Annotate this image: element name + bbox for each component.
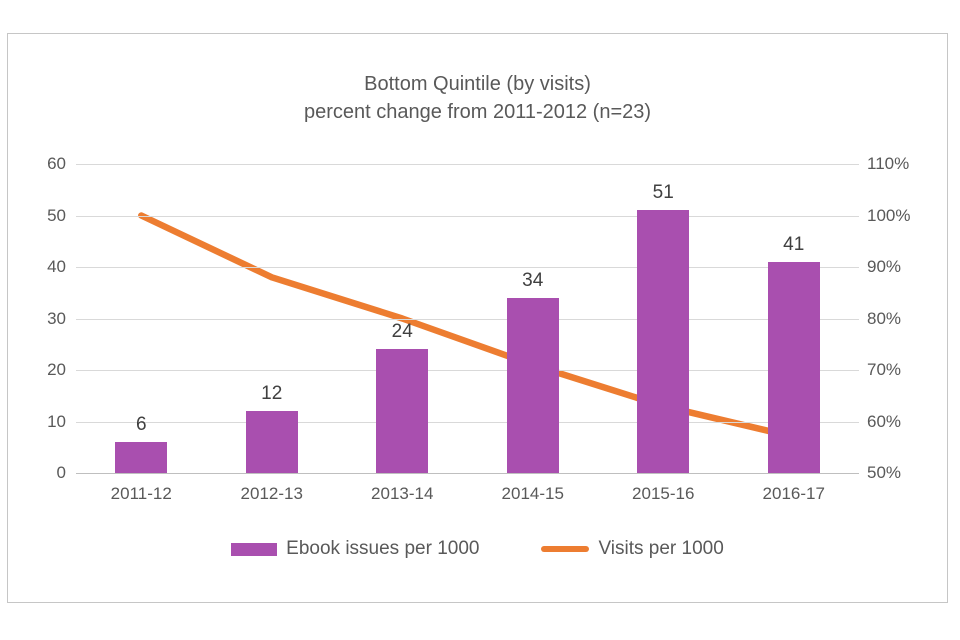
y-axis-right-tick: 80% — [867, 308, 902, 328]
x-axis-label-2014-15: 2014-15 — [501, 484, 564, 503]
x-axis-label-2016-17: 2016-17 — [762, 484, 825, 503]
y-axis-right-tick: 60% — [867, 411, 902, 431]
y-axis-left-tick: 10 — [47, 411, 66, 431]
chart-title-line1: Bottom Quintile (by visits) — [364, 73, 591, 95]
gridline — [76, 318, 859, 320]
y-axis-right-tick: 50% — [867, 463, 902, 482]
bar-data-label: 51 — [652, 182, 674, 204]
y-axis-right-tick: 100% — [867, 205, 911, 225]
bar-data-label: 12 — [261, 383, 283, 405]
bar-2013-14 — [376, 349, 429, 473]
y-axis-right-tick: 110% — [867, 154, 910, 173]
chart-frame: Bottom Quintile (by visits) percent chan… — [7, 33, 948, 603]
bar-2014-15 — [506, 297, 559, 473]
bar-data-label: 24 — [391, 321, 413, 343]
plot-area: 6 12 24 34 51 41 — [76, 164, 859, 474]
chart-title: Bottom Quintile (by visits) percent chan… — [8, 70, 947, 126]
gridline — [76, 267, 859, 268]
y-axis-left-tick: 50 — [47, 205, 66, 225]
x-axis-line — [76, 473, 859, 474]
bar-swatch-icon — [231, 542, 278, 556]
y-axis-left: 0 10 20 30 40 50 60 — [16, 154, 66, 482]
x-axis-label-2013-14: 2013-14 — [371, 484, 434, 503]
gridline — [76, 370, 859, 371]
chart-title-line2: percent change from 2011-2012 (n=23) — [303, 101, 652, 123]
gridline — [76, 215, 859, 217]
bar-data-label: 34 — [522, 269, 544, 291]
y-axis-right: 50% 60% 70% 80% 90% 100% 110% — [867, 154, 937, 482]
x-axis-label-2011-12: 2011-12 — [110, 484, 172, 503]
x-axis-label-2012-13: 2012-13 — [240, 484, 303, 503]
legend: Ebook issues per 1000 Visits per 1000 — [8, 538, 947, 560]
bar-data-label: 41 — [783, 233, 805, 255]
y-axis-right-tick: 70% — [867, 360, 902, 379]
gridline — [76, 164, 859, 165]
x-axis: 2011-12 2012-13 2013-14 2014-15 2015-16 2016-… — [76, 484, 859, 508]
legend-label-visits: Visits per 1000 — [598, 538, 724, 559]
x-axis-label-2015-16: 2015-16 — [632, 484, 695, 503]
legend-item-ebook: Ebook issues per 1000 — [231, 538, 479, 560]
y-axis-left-tick: 60 — [47, 154, 66, 173]
gridline — [76, 421, 859, 423]
bar-data-label: 6 — [135, 414, 147, 436]
line-swatch-icon — [541, 546, 590, 552]
legend-label-ebook: Ebook issues per 1000 — [286, 538, 480, 559]
legend-item-visits: Visits per 1000 — [541, 538, 724, 560]
bar-2012-13 — [245, 411, 298, 473]
y-axis-right-tick: 90% — [867, 257, 902, 276]
bar-2011-12 — [115, 442, 168, 473]
y-axis-left-tick: 0 — [56, 463, 66, 482]
y-axis-left-tick: 40 — [47, 257, 66, 276]
bar-2015-16 — [637, 210, 690, 473]
bar-2016-17 — [767, 261, 820, 473]
y-axis-left-tick: 30 — [47, 308, 66, 328]
y-axis-left-tick: 20 — [47, 360, 66, 379]
